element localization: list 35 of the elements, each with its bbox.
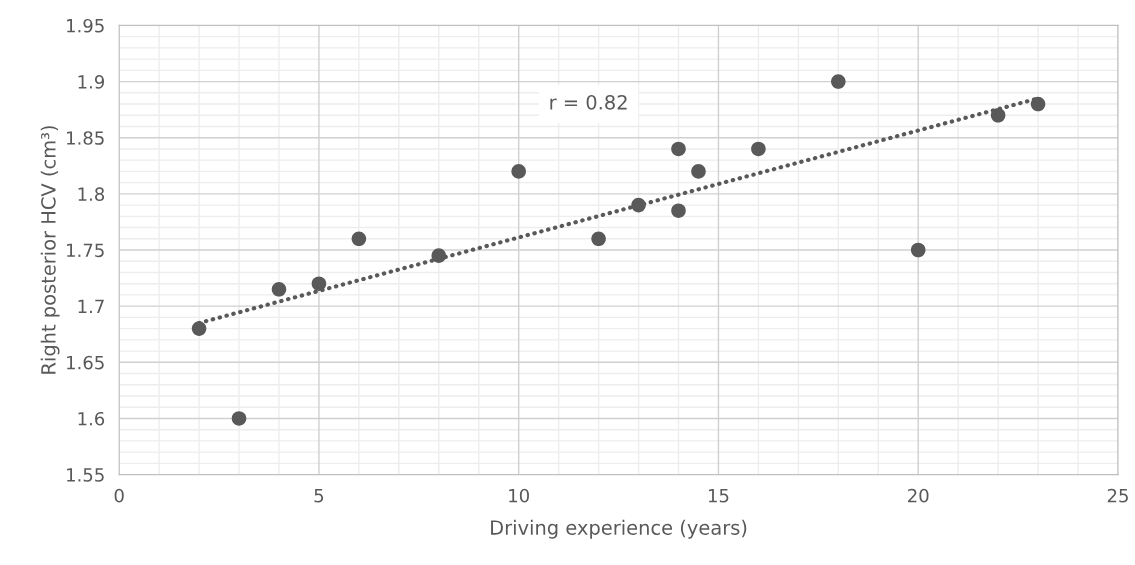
point: [591, 231, 606, 247]
point: [910, 242, 926, 258]
point: [631, 197, 646, 213]
annotation: r = 0.82: [550, 94, 627, 110]
point: [990, 107, 1006, 123]
point: [691, 164, 706, 179]
y-tick-label: 1.95: [67, 18, 104, 33]
x-tick-label: 5: [314, 489, 324, 503]
point: [751, 141, 766, 157]
point: [431, 248, 447, 263]
y-tick-label: 1.9: [78, 75, 105, 89]
y-axis-title: Right posterior HCV (cm³): [40, 126, 60, 374]
x-tick-label: 0: [114, 488, 124, 503]
x-tick-label: 10: [509, 488, 529, 503]
point: [1030, 96, 1046, 112]
point: [311, 276, 327, 291]
y-tick-label: 1.85: [67, 131, 104, 145]
x-tick-label: 15: [708, 489, 729, 503]
point: [671, 141, 686, 157]
point: [271, 282, 287, 297]
point: [351, 231, 367, 247]
y-tick-label: 1.65: [67, 355, 104, 370]
x-tick-label: 20: [908, 488, 929, 503]
point: [671, 203, 686, 218]
y-tick-label: 1.7: [78, 299, 104, 314]
y-tick-label: 1.6: [78, 411, 105, 426]
point: [191, 321, 207, 336]
y-tick-label: 1.75: [67, 243, 104, 258]
x-tick-label: 25: [1107, 488, 1128, 503]
point: [831, 74, 846, 89]
y-tick-label: 1.55: [67, 468, 104, 482]
y-tick-label: 1.8: [78, 187, 105, 201]
point: [511, 164, 526, 179]
point: [231, 411, 247, 426]
x-axis-title: Driving experience (years): [491, 519, 747, 539]
